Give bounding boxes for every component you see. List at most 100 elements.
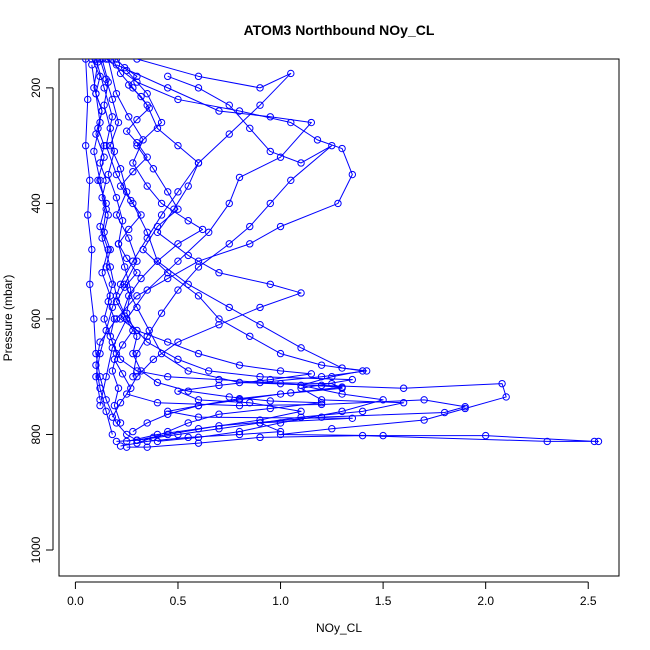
- data-point: [133, 373, 141, 381]
- data-point: [297, 413, 305, 421]
- data-point: [98, 193, 106, 202]
- data-point: [96, 373, 104, 381]
- data-point: [94, 176, 102, 185]
- data-point: [149, 355, 158, 364]
- data-point: [96, 222, 104, 231]
- data-point: [313, 136, 322, 144]
- data-point: [102, 326, 110, 335]
- data-point: [215, 321, 223, 329]
- data-point: [96, 72, 104, 81]
- data-point: [317, 361, 326, 369]
- data-point: [225, 303, 233, 312]
- data-point: [420, 396, 428, 404]
- data-point: [112, 419, 121, 427]
- data-point: [184, 251, 192, 260]
- data-point: [256, 303, 264, 312]
- x-tick-label: 0.5: [170, 594, 187, 608]
- data-point: [133, 269, 141, 277]
- data-point: [112, 59, 121, 63]
- data-point: [112, 89, 121, 98]
- data-point: [194, 84, 203, 92]
- data-point: [184, 419, 192, 427]
- data-point: [143, 153, 151, 161]
- data-point: [92, 59, 100, 63]
- data-point: [139, 136, 147, 144]
- data-point: [96, 396, 104, 404]
- y-tick-label: 600: [29, 309, 43, 329]
- data-point: [348, 170, 357, 179]
- data-point: [420, 416, 428, 424]
- data-point: [358, 407, 367, 416]
- data-point: [481, 431, 490, 440]
- data-point: [164, 427, 172, 436]
- data-point: [297, 159, 305, 167]
- data-point: [194, 349, 203, 358]
- data-point: [116, 165, 125, 173]
- data-point: [133, 139, 141, 147]
- data-point: [379, 396, 387, 404]
- data-point: [338, 144, 346, 153]
- series-14: [108, 59, 153, 421]
- data-point: [96, 349, 104, 358]
- data-point: [225, 240, 233, 248]
- data-point: [174, 141, 182, 150]
- data-point: [125, 292, 133, 300]
- data-point: [174, 286, 182, 294]
- data-point: [174, 257, 182, 265]
- data-point: [112, 211, 121, 219]
- data-point: [287, 69, 295, 78]
- data-point: [94, 59, 102, 66]
- data-point: [143, 419, 151, 427]
- data-point: [266, 404, 274, 413]
- data-point: [215, 315, 223, 323]
- data-point: [133, 59, 141, 63]
- data-point: [287, 389, 295, 397]
- data-point: [256, 101, 264, 109]
- data-point: [164, 410, 172, 418]
- data-point: [86, 280, 94, 288]
- data-point: [338, 383, 346, 391]
- data-point: [88, 59, 96, 63]
- data-point: [276, 153, 285, 161]
- data-point: [125, 225, 133, 234]
- data-point: [129, 326, 137, 335]
- data-point: [194, 292, 203, 300]
- data-point: [266, 199, 274, 208]
- data-point: [133, 292, 141, 300]
- data-point: [133, 115, 141, 124]
- data-point: [184, 280, 192, 288]
- series-line: [126, 70, 384, 442]
- data-point: [153, 257, 162, 265]
- data-point: [317, 413, 326, 421]
- data-point: [84, 95, 92, 104]
- data-point: [153, 378, 162, 387]
- x-tick-label: 1.5: [375, 594, 392, 608]
- data-point: [348, 375, 357, 384]
- data-point: [92, 373, 100, 381]
- data-point: [100, 141, 108, 150]
- data-point: [194, 257, 203, 265]
- data-point: [104, 59, 112, 63]
- data-point: [127, 384, 135, 392]
- data-point: [194, 396, 203, 404]
- data-point: [266, 375, 274, 384]
- data-point: [215, 410, 223, 418]
- data-point: [590, 437, 599, 446]
- y-axis-label: Pressure (mbar): [1, 275, 15, 362]
- plot-frame: [58, 58, 620, 577]
- data-point: [235, 107, 244, 115]
- data-point: [102, 199, 110, 208]
- series-line: [132, 75, 333, 377]
- data-point: [116, 442, 125, 450]
- data-point: [205, 367, 213, 375]
- y-tick-label: 200: [29, 78, 43, 98]
- data-point: [108, 430, 117, 439]
- data-point: [108, 303, 117, 312]
- data-point: [153, 124, 162, 133]
- data-point: [110, 355, 119, 364]
- data-point: [137, 92, 145, 101]
- data-point: [120, 283, 129, 291]
- series-4: [92, 59, 357, 439]
- data-point: [104, 211, 112, 219]
